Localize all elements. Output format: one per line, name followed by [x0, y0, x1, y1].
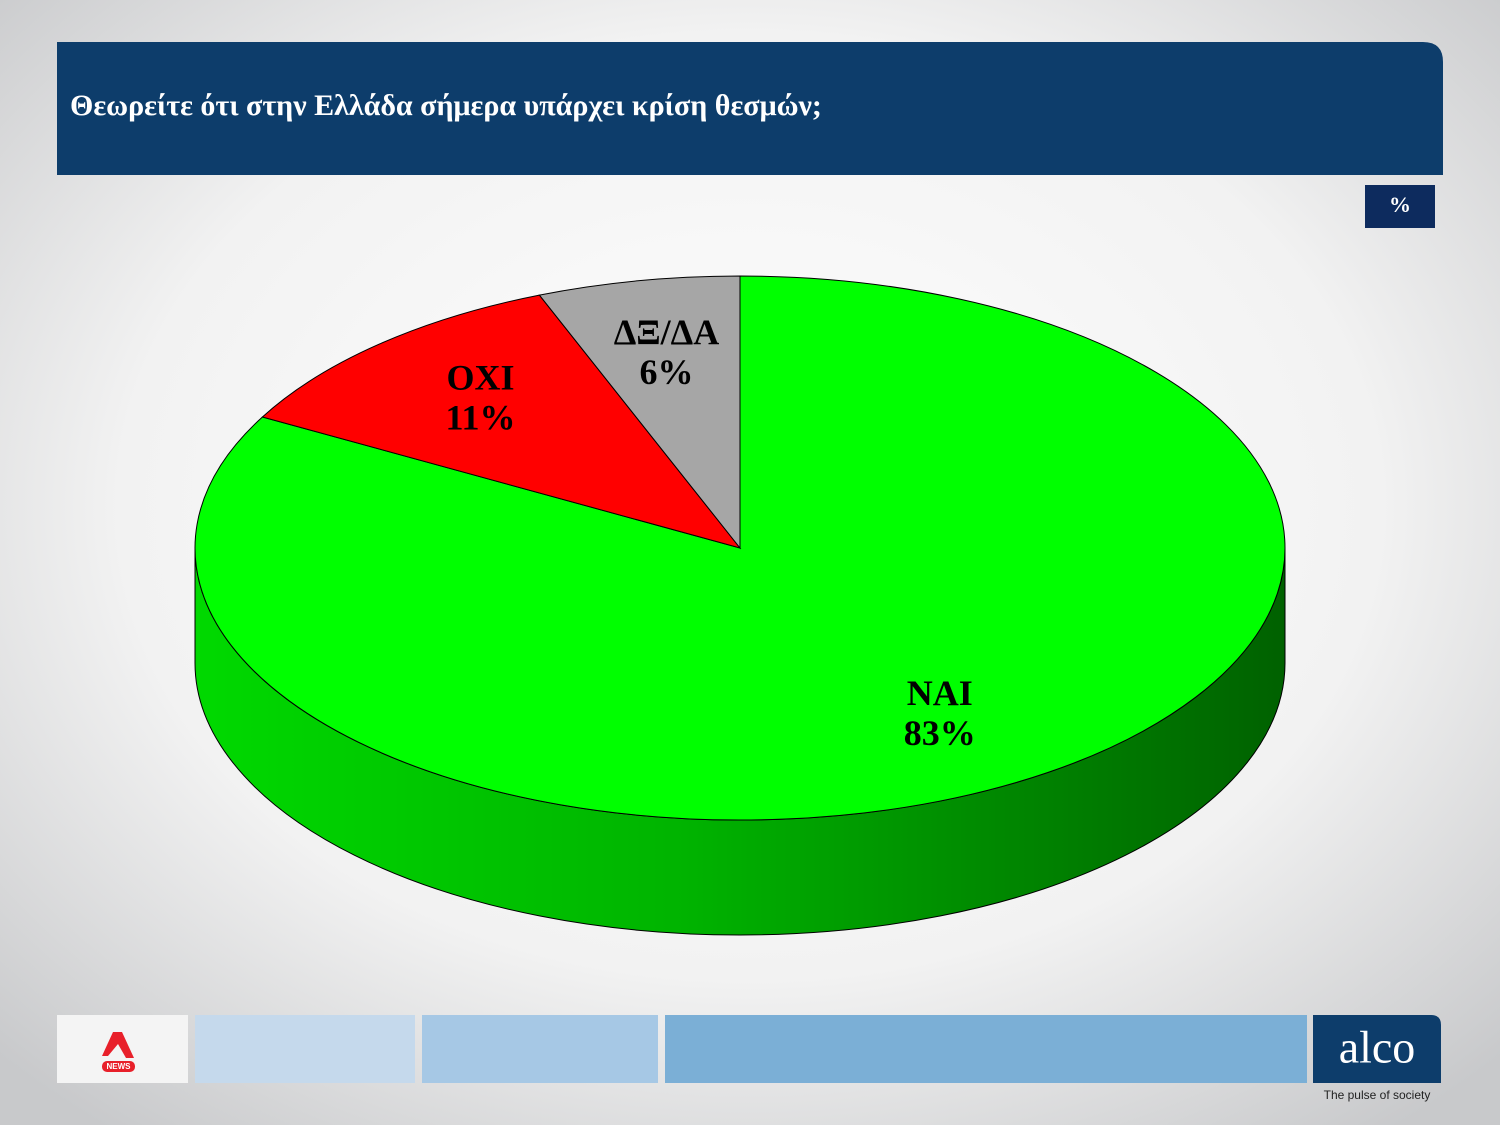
company-box	[1313, 1015, 1441, 1083]
slice-label: ΔΞ/ΔΑ	[614, 312, 720, 352]
company-name: alco	[1339, 1022, 1416, 1073]
footer-band	[422, 1015, 658, 1083]
channel-name: NEWS	[107, 1062, 132, 1071]
footer-band	[195, 1015, 415, 1083]
title-bar	[57, 42, 1443, 175]
company-tagline: The pulse of society	[1324, 1088, 1431, 1102]
slice-label: ΟΧΙ	[446, 357, 514, 397]
channel-logo	[102, 1032, 134, 1058]
slice-value-label: 6%	[639, 352, 693, 392]
unit-box	[1365, 185, 1435, 228]
pie-slice	[261, 294, 742, 549]
footer-band	[665, 1015, 1307, 1083]
slice-value-label: 11%	[445, 397, 515, 437]
channel-pill	[102, 1061, 135, 1072]
chart-title: Θεωρείτε ότι στην Ελλάδα σήμερα υπάρχει …	[70, 89, 822, 122]
pie-slice	[194, 275, 1286, 821]
pie-slice	[538, 275, 741, 550]
slice-value-label: 83%	[904, 713, 976, 753]
slice-label: ΝΑΙ	[907, 673, 973, 713]
unit-label: %	[1389, 192, 1411, 217]
